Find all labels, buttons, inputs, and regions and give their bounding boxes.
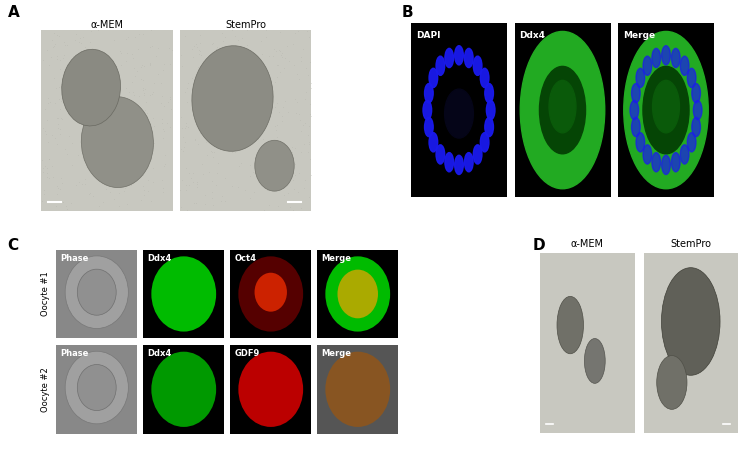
Ellipse shape xyxy=(152,257,216,331)
Ellipse shape xyxy=(520,31,605,189)
Ellipse shape xyxy=(671,153,680,172)
Ellipse shape xyxy=(480,68,489,88)
Ellipse shape xyxy=(636,133,645,152)
Text: α-MEM: α-MEM xyxy=(571,239,604,249)
Text: Oocyte #1: Oocyte #1 xyxy=(40,271,50,316)
Text: D: D xyxy=(532,238,545,253)
Ellipse shape xyxy=(680,145,689,164)
Ellipse shape xyxy=(687,133,696,152)
Text: Oocyte #2: Oocyte #2 xyxy=(40,367,50,412)
Text: Oct4: Oct4 xyxy=(234,254,256,263)
Ellipse shape xyxy=(445,89,473,138)
Ellipse shape xyxy=(65,351,128,424)
Ellipse shape xyxy=(255,140,294,191)
Ellipse shape xyxy=(671,49,680,68)
Text: α-MEM: α-MEM xyxy=(91,20,124,30)
Ellipse shape xyxy=(454,155,464,174)
Ellipse shape xyxy=(693,100,702,120)
Ellipse shape xyxy=(473,145,482,164)
Ellipse shape xyxy=(77,365,116,410)
Ellipse shape xyxy=(584,339,605,383)
Ellipse shape xyxy=(643,66,689,154)
Ellipse shape xyxy=(657,355,687,410)
Ellipse shape xyxy=(630,100,639,120)
Ellipse shape xyxy=(624,31,708,189)
Ellipse shape xyxy=(436,145,445,164)
Ellipse shape xyxy=(480,133,489,152)
Text: B: B xyxy=(401,5,412,20)
Text: Ddx4: Ddx4 xyxy=(147,254,172,263)
Text: A: A xyxy=(8,5,20,20)
Text: Phase: Phase xyxy=(60,254,88,263)
Ellipse shape xyxy=(429,133,438,152)
Text: GDF9: GDF9 xyxy=(234,350,260,359)
Ellipse shape xyxy=(687,68,696,88)
Text: StemPro: StemPro xyxy=(226,20,266,30)
Ellipse shape xyxy=(464,49,473,68)
Ellipse shape xyxy=(652,80,680,133)
Ellipse shape xyxy=(65,256,128,329)
Ellipse shape xyxy=(77,269,116,315)
Ellipse shape xyxy=(326,257,390,331)
Ellipse shape xyxy=(445,49,454,68)
Ellipse shape xyxy=(81,97,154,188)
Ellipse shape xyxy=(454,46,464,65)
Ellipse shape xyxy=(662,46,670,65)
Ellipse shape xyxy=(464,153,473,172)
Ellipse shape xyxy=(424,84,433,103)
Ellipse shape xyxy=(473,56,482,75)
Ellipse shape xyxy=(338,270,378,318)
Ellipse shape xyxy=(238,352,303,427)
Text: Merge: Merge xyxy=(622,31,655,40)
Ellipse shape xyxy=(429,68,438,88)
Ellipse shape xyxy=(484,118,494,137)
Ellipse shape xyxy=(652,153,661,172)
Text: Ddx4: Ddx4 xyxy=(519,31,545,40)
Ellipse shape xyxy=(680,56,689,75)
Ellipse shape xyxy=(484,84,494,103)
Text: Phase: Phase xyxy=(60,350,88,359)
Ellipse shape xyxy=(62,49,121,126)
Ellipse shape xyxy=(539,66,586,154)
Ellipse shape xyxy=(424,118,433,137)
Ellipse shape xyxy=(445,153,454,172)
Ellipse shape xyxy=(692,84,700,103)
Ellipse shape xyxy=(636,68,645,88)
Text: DAPI: DAPI xyxy=(416,31,440,40)
Ellipse shape xyxy=(254,273,287,311)
Ellipse shape xyxy=(632,84,640,103)
Ellipse shape xyxy=(662,268,720,375)
Ellipse shape xyxy=(557,296,584,354)
Ellipse shape xyxy=(643,145,652,164)
Ellipse shape xyxy=(486,100,495,120)
Text: StemPro: StemPro xyxy=(670,239,711,249)
Ellipse shape xyxy=(326,352,390,427)
Text: Ddx4: Ddx4 xyxy=(147,350,172,359)
Ellipse shape xyxy=(436,56,445,75)
Ellipse shape xyxy=(152,352,216,427)
Text: C: C xyxy=(8,238,19,253)
Ellipse shape xyxy=(238,257,303,331)
Ellipse shape xyxy=(692,118,700,137)
Ellipse shape xyxy=(423,100,432,120)
Ellipse shape xyxy=(662,155,670,174)
Text: Merge: Merge xyxy=(321,350,351,359)
Ellipse shape xyxy=(192,46,273,151)
Text: Merge: Merge xyxy=(321,254,351,263)
Ellipse shape xyxy=(652,49,661,68)
Ellipse shape xyxy=(549,80,576,133)
Ellipse shape xyxy=(632,118,640,137)
Ellipse shape xyxy=(643,56,652,75)
